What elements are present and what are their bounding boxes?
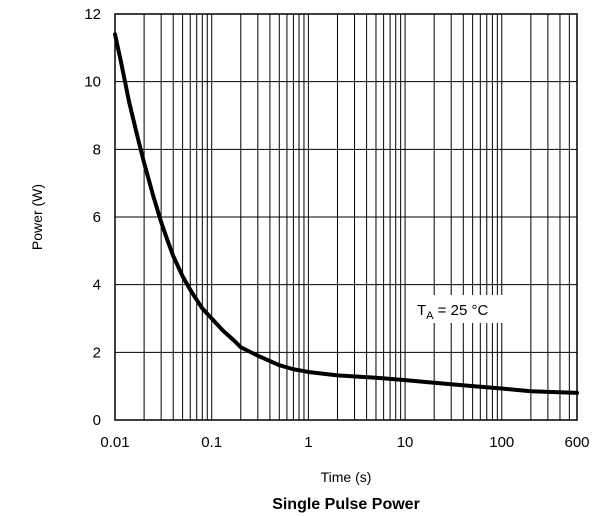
x-tick-label: 100 <box>489 434 514 451</box>
y-tick-label: 8 <box>93 141 101 158</box>
y-axis-label: Power (W) <box>29 184 45 250</box>
x-axis-label: Time (s) <box>321 469 372 485</box>
tick-labels: 0.01 0.1 1 10 100 600 0 2 4 6 8 10 12 <box>84 6 589 451</box>
x-tick-label: 10 <box>397 434 414 451</box>
chart-title: Single Pulse Power <box>272 496 420 513</box>
x-tick-label: 0.01 <box>100 434 129 451</box>
plot-frame <box>114 13 578 421</box>
annotation-box <box>408 295 514 323</box>
power-curve <box>113 32 579 395</box>
annotation-rest: = 25 °C <box>434 302 489 319</box>
y-tick-label: 4 <box>93 277 101 294</box>
y-tick-label: 0 <box>93 412 101 429</box>
x-tick-label: 1 <box>304 434 312 451</box>
annotation-main: T <box>417 302 426 319</box>
y-tick-label: 10 <box>84 74 101 91</box>
temperature-annotation: TA = 25 °C <box>417 302 488 322</box>
y-tick-label: 12 <box>84 6 101 23</box>
x-tick-label: 600 <box>564 434 589 451</box>
x-tick-label: 0.1 <box>201 434 222 451</box>
y-tick-label: 2 <box>93 344 101 361</box>
annotation-subscript: A <box>426 310 434 322</box>
grid <box>115 14 577 420</box>
y-tick-label: 6 <box>93 209 101 226</box>
